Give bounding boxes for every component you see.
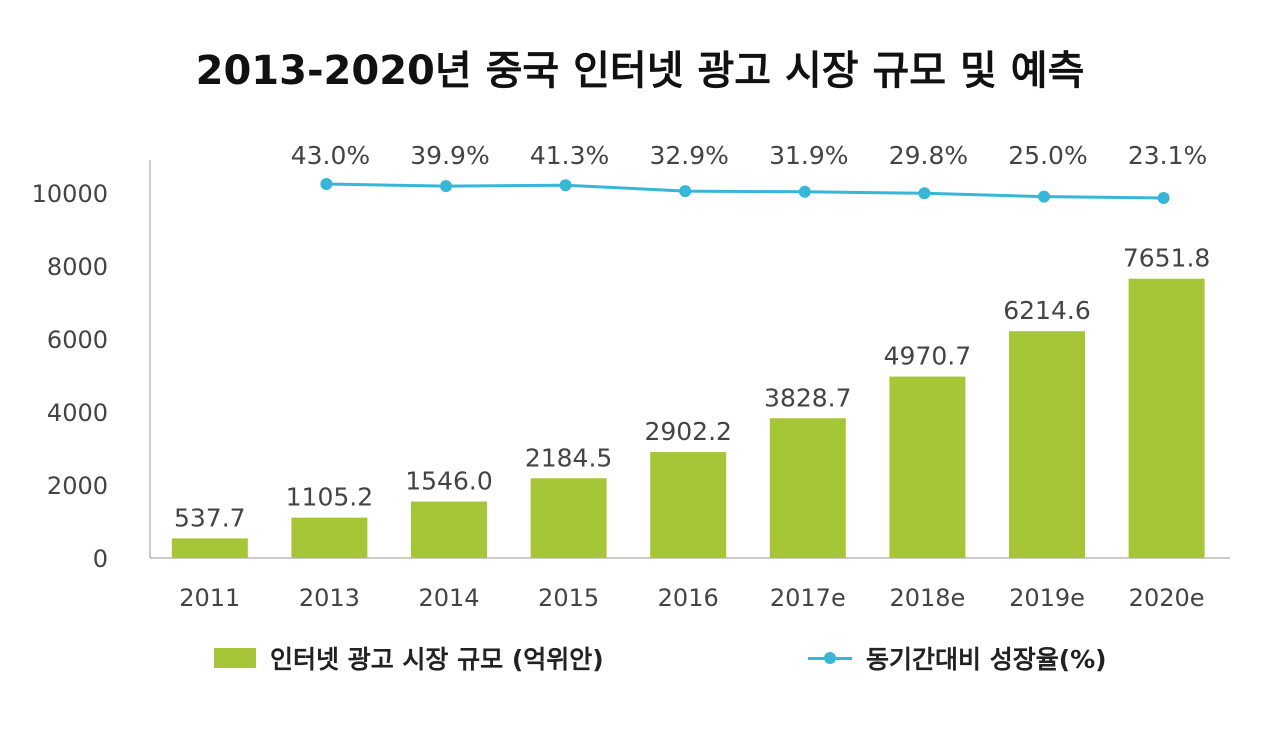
growth-point	[798, 185, 811, 198]
growth-value-label: 39.9%	[410, 141, 489, 170]
legend-item-growth-rate: 동기간대비 성장율(%)	[808, 636, 1107, 680]
bar-value-label: 1546.0	[405, 467, 492, 496]
y-tick-label: 8000	[47, 253, 108, 281]
growth-point	[679, 185, 692, 198]
bar-value-label: 7651.8	[1123, 244, 1210, 273]
bar	[889, 376, 966, 558]
y-tick-label: 2000	[47, 472, 108, 500]
growth-value-label: 32.9%	[649, 141, 728, 170]
growth-value-label: 31.9%	[769, 141, 848, 170]
x-tick-labels: 2011 2013 2014 2015 2016 2017e 2018e 2019e 2020e	[179, 584, 1204, 612]
y-tick-label: 0	[93, 545, 108, 573]
bar	[530, 478, 607, 558]
growth-value-label: 29.8%	[889, 141, 968, 170]
growth-value-label: 43.0%	[291, 141, 370, 170]
growth-point	[1157, 192, 1170, 204]
y-tick-label: 4000	[47, 399, 108, 427]
legend-item-market-size: 인터넷 광고 시장 규모 (억위안)	[214, 636, 604, 680]
x-tick-label: 2018e	[889, 584, 965, 612]
y-tick-label: 10000	[32, 180, 108, 208]
legend-bar-swatch	[214, 648, 256, 668]
growth-value-label: 25.0%	[1008, 141, 1087, 170]
x-tick-label: 2020e	[1129, 584, 1205, 612]
y-tick-labels: 0 2000 4000 6000 8000 10000	[32, 180, 108, 573]
growth-point	[440, 180, 452, 193]
bar	[291, 517, 368, 558]
x-tick-label: 2017e	[770, 584, 846, 612]
bar	[769, 418, 846, 558]
growth-point	[320, 178, 333, 190]
legend-label-market-size: 인터넷 광고 시장 규모 (억위안)	[270, 645, 604, 674]
bar-value-label: 1105.2	[286, 483, 373, 512]
bar-value-label: 4970.7	[884, 342, 971, 371]
x-tick-label: 2015	[538, 584, 599, 612]
bar	[171, 538, 248, 558]
chart-title: 2013-2020년 중국 인터넷 광고 시장 규모 및 예측	[195, 48, 1085, 94]
growth-line-path	[326, 182, 1164, 200]
x-tick-label: 2014	[418, 584, 479, 612]
x-tick-label: 2011	[179, 584, 240, 612]
bar-series	[171, 278, 1205, 558]
x-tick-label: 2013	[299, 584, 360, 612]
bar	[411, 501, 487, 558]
growth-point	[1038, 190, 1050, 203]
growth-value-label: 41.3%	[530, 141, 609, 170]
x-tick-label: 2016	[658, 584, 719, 612]
growth-value-label: 23.1%	[1128, 141, 1207, 170]
bar-value-label: 2902.2	[644, 417, 731, 446]
bar-value-labels: 537.7 1105.2 1546.0 2184.5 2902.2 3828.7 4970.…	[174, 244, 1210, 533]
bar-value-label: 2184.5	[525, 443, 612, 472]
growth-point	[559, 179, 572, 192]
bar	[650, 452, 727, 558]
legend-line-swatch	[808, 648, 852, 668]
bar-value-label: 3828.7	[764, 383, 851, 412]
legend: 인터넷 광고 시장 규모 (억위안) 동기간대비 성장율(%)	[0, 636, 1280, 680]
growth-point	[918, 187, 931, 200]
bar-value-label: 537.7	[174, 503, 246, 532]
x-tick-label: 2019e	[1009, 584, 1085, 612]
growth-line-series	[320, 178, 1170, 204]
bar-value-label: 6214.6	[1003, 296, 1090, 325]
y-tick-label: 6000	[47, 326, 108, 354]
bar	[1128, 278, 1205, 558]
legend-label-growth-rate: 동기간대비 성장율(%)	[866, 645, 1107, 674]
bar	[1009, 331, 1085, 558]
growth-value-labels: 43.0% 39.9% 41.3% 32.9% 31.9% 29.8% 25.0% 23.1%	[291, 141, 1208, 170]
